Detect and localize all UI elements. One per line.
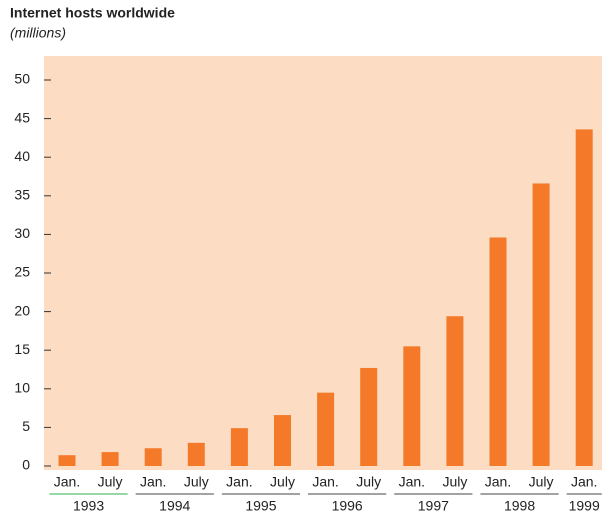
y-tick-label: 0	[22, 457, 30, 473]
bar	[403, 346, 421, 466]
bar	[317, 392, 335, 466]
bar	[144, 448, 162, 466]
x-tick-label: Jan.	[485, 474, 511, 490]
year-label: 1996	[332, 498, 363, 514]
x-tick-label: Jan.	[399, 474, 425, 490]
y-tick-label: 5	[22, 418, 30, 434]
bar	[274, 415, 291, 466]
bar	[446, 316, 464, 466]
y-tick-label: 40	[14, 148, 30, 164]
year-label: 1997	[418, 498, 449, 514]
x-tick-label: July	[529, 474, 554, 490]
bar	[230, 428, 248, 466]
x-tick-label: Jan.	[140, 474, 166, 490]
x-tick-label: Jan.	[312, 474, 338, 490]
x-tick-label: Jan.	[54, 474, 80, 490]
chart-title: Internet hosts worldwide	[10, 5, 175, 21]
year-label: 1993	[73, 498, 104, 514]
bar	[489, 237, 507, 466]
x-tick-label: July	[356, 474, 381, 490]
bar	[187, 442, 205, 466]
x-tick-label: July	[270, 474, 295, 490]
x-tick-label: Jan.	[571, 474, 597, 490]
bar	[575, 129, 593, 466]
y-tick-label: 45	[14, 109, 30, 125]
y-tick-label: 35	[14, 187, 30, 203]
x-tick-label: July	[442, 474, 467, 490]
y-tick-label: 25	[14, 264, 30, 280]
chart-subtitle: (millions)	[10, 25, 66, 41]
year-label: 1994	[159, 498, 190, 514]
y-tick-label: 50	[14, 71, 30, 87]
year-label: 1995	[245, 498, 276, 514]
bar	[360, 367, 378, 466]
y-tick-label: 15	[14, 341, 30, 357]
y-tick-label: 20	[14, 302, 30, 318]
bar	[58, 455, 76, 466]
y-tick-label: 30	[14, 225, 30, 241]
x-tick-label: July	[98, 474, 123, 490]
bar	[532, 183, 550, 466]
x-tick-label: Jan.	[226, 474, 252, 490]
bar	[101, 452, 119, 466]
year-label: 1999	[569, 498, 600, 514]
x-tick-label: July	[184, 474, 209, 490]
y-tick-label: 10	[14, 380, 30, 396]
year-label: 1998	[504, 498, 535, 514]
